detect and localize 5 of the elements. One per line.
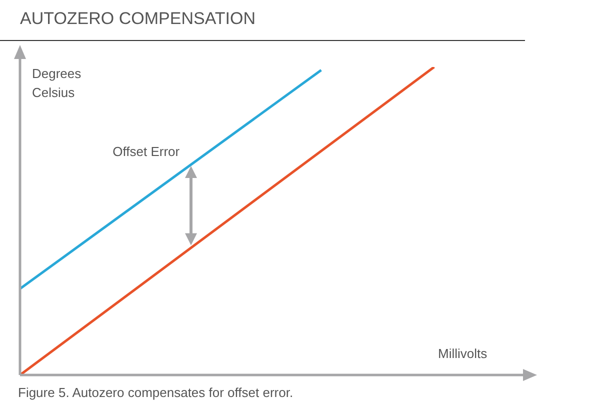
- annotation: Offset Error: [112, 144, 180, 159]
- caption: Figure 5. Autozero compensates for offset error.: [18, 385, 294, 400]
- y-axis-title: Degrees Celsius: [32, 65, 82, 102]
- x-axis-title: Millivolts: [438, 346, 488, 361]
- chart-title: AUTOZERO COMPENSATION: [20, 9, 256, 29]
